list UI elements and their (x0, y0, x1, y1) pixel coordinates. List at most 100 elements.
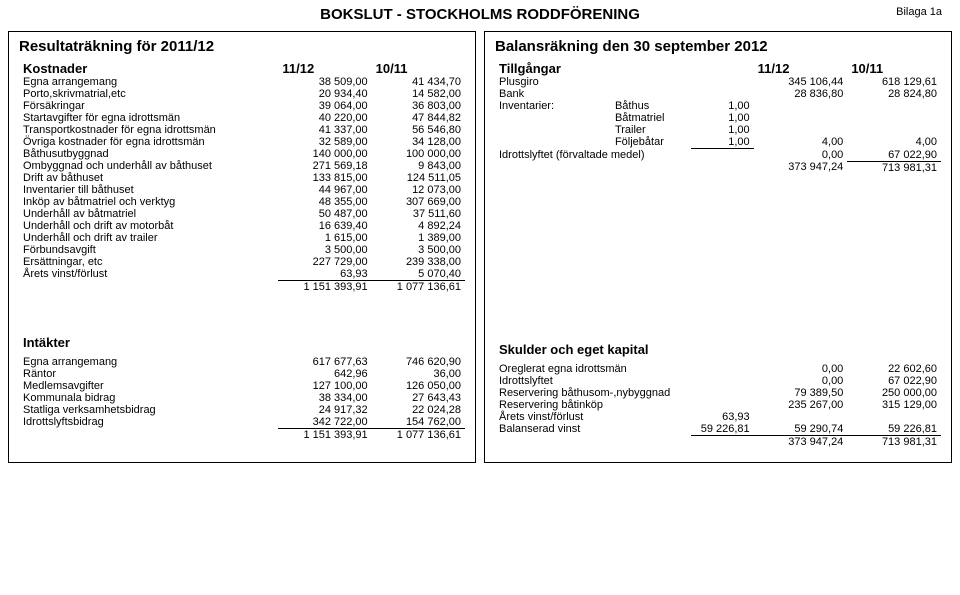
row-label: Båthusutbyggnad (19, 148, 278, 160)
row-v2: 239 338,00 (372, 256, 465, 268)
page-title: BOKSLUT - STOCKHOLMS RODDFÖRENING (0, 0, 960, 23)
tillgangar-table: Tillgångar 11/12 10/11 Plusgiro345 106,4… (495, 61, 941, 448)
row-v2: 27 643,43 (372, 392, 465, 404)
tillgangar-total-row: 373 947,24 713 981,31 (495, 161, 941, 174)
arets-vinst-row: Årets vinst/förlust 63,93 (495, 411, 941, 423)
table-row: Övriga kostnader för egna idrottsmän32 5… (19, 136, 465, 148)
table-row: Följebåtar1,004,004,00 (495, 136, 941, 149)
table-row: Transportkostnader för egna idrottsmän41… (19, 124, 465, 136)
left-panel: Resultaträkning för 2011/12 Kostnader 11… (8, 31, 476, 463)
inventarier-v2 (847, 100, 941, 112)
table-row: Porto,skrivmatrial,etc20 934,4014 582,00 (19, 88, 465, 100)
row-v1: 3 500,00 (278, 244, 371, 256)
row-v2: 41 434,70 (372, 76, 465, 88)
row-v2: 36,00 (372, 368, 465, 380)
row-label: Bank (495, 88, 754, 100)
row-v2: 746 620,90 (372, 356, 465, 368)
row-label: Idrottslyftsbidrag (19, 416, 278, 429)
kostnader-total-2: 1 077 136,61 (372, 281, 465, 294)
row-label: Kommunala bidrag (19, 392, 278, 404)
intakter-total-row: 1 151 393,91 1 077 136,61 (19, 429, 465, 442)
bilaga-label: Bilaga 1a (896, 6, 942, 18)
row-v1: 40 220,00 (278, 112, 371, 124)
tillgangar-header: Tillgångar (495, 61, 754, 76)
tillgangar-total-2: 713 981,31 (847, 161, 941, 174)
kostnader-total-1: 1 151 393,91 (278, 281, 371, 294)
row-v2: 307 669,00 (372, 196, 465, 208)
main-columns: Resultaträkning för 2011/12 Kostnader 11… (0, 23, 960, 463)
inventarier-prefix: Inventarier: (495, 100, 611, 112)
table-row: Inventarier till båthuset44 967,0012 073… (19, 184, 465, 196)
row-v1: 16 639,40 (278, 220, 371, 232)
table-row: Bank28 836,8028 824,80 (495, 88, 941, 100)
row-v1: 0,00 (754, 363, 848, 375)
skulder-total-row: 373 947,24 713 981,31 (495, 435, 941, 448)
row-v1: 48 355,00 (278, 196, 371, 208)
table-row: Underhåll av båtmatriel50 487,0037 511,6… (19, 208, 465, 220)
row-v2: 126 050,00 (372, 380, 465, 392)
row-label: Porto,skrivmatrial,etc (19, 88, 278, 100)
row-v2: 9 843,00 (372, 160, 465, 172)
inventarier-prefix (495, 136, 611, 149)
row-label: Medlemsavgifter (19, 380, 278, 392)
idrottslyftet-row: Idrottslyftet (förvaltade medel) 0,00 67… (495, 149, 941, 162)
row-v2: 22 024,28 (372, 404, 465, 416)
row-label: Försäkringar (19, 100, 278, 112)
row-v1: 227 729,00 (278, 256, 371, 268)
row-v2: 47 844,82 (372, 112, 465, 124)
row-label: Reservering båtinköp (495, 399, 754, 411)
row-v1: 617 677,63 (278, 356, 371, 368)
row-label: Startavgifter för egna idrottsmän (19, 112, 278, 124)
kostnader-total-row: 1 151 393,91 1 077 136,61 (19, 281, 465, 294)
balanserad-label: Balanserad vinst (495, 423, 691, 436)
row-v2: 315 129,00 (847, 399, 941, 411)
table-row: Plusgiro345 106,44618 129,61 (495, 76, 941, 88)
inventarier-v2: 4,00 (847, 136, 941, 149)
inventarier-v2 (847, 112, 941, 124)
inventarier-v1: 4,00 (754, 136, 848, 149)
row-label: Idrottslyftet (495, 375, 754, 387)
table-row: Förbundsavgift3 500,003 500,00 (19, 244, 465, 256)
kostnader-header: Kostnader (19, 61, 278, 76)
row-v2: 4 892,24 (372, 220, 465, 232)
inventarier-qty: 1,00 (691, 100, 753, 112)
balanserad-row: Balanserad vinst 59 226,81 59 290,74 59 … (495, 423, 941, 436)
row-v2: 56 546,80 (372, 124, 465, 136)
arets-vinst-label: Årets vinst/förlust (495, 411, 691, 423)
table-row: Kommunala bidrag38 334,0027 643,43 (19, 392, 465, 404)
row-v2: 5 070,40 (372, 268, 465, 281)
intakter-header: Intäkter (19, 335, 278, 350)
tillgangar-total-1: 373 947,24 (754, 161, 848, 174)
row-label: Underhåll och drift av motorbåt (19, 220, 278, 232)
table-row: Inventarier:Båthus1,00 (495, 100, 941, 112)
row-label: Underhåll och drift av trailer (19, 232, 278, 244)
intakter-total-2: 1 077 136,61 (372, 429, 465, 442)
table-row: Statliga verksamhetsbidrag24 917,3222 02… (19, 404, 465, 416)
col-header-1112: 11/12 (278, 61, 371, 76)
row-v2: 14 582,00 (372, 88, 465, 100)
row-v2: 36 803,00 (372, 100, 465, 112)
idrottslyftet-v1: 0,00 (754, 149, 848, 162)
row-label: Plusgiro (495, 76, 754, 88)
row-label: Övriga kostnader för egna idrottsmän (19, 136, 278, 148)
balanserad-mid: 59 226,81 (691, 423, 753, 436)
table-row: Drift av båthuset133 815,00124 511,05 (19, 172, 465, 184)
row-v1: 0,00 (754, 375, 848, 387)
table-row: Egna arrangemang38 509,0041 434,70 (19, 76, 465, 88)
row-v1: 28 836,80 (754, 88, 848, 100)
row-v2: 37 511,60 (372, 208, 465, 220)
row-v1: 271 569,18 (278, 160, 371, 172)
row-v1: 32 589,00 (278, 136, 371, 148)
row-v1: 140 000,00 (278, 148, 371, 160)
row-v1: 345 106,44 (754, 76, 848, 88)
table-row: Försäkringar39 064,0036 803,00 (19, 100, 465, 112)
row-v1: 133 815,00 (278, 172, 371, 184)
row-v2: 22 602,60 (847, 363, 941, 375)
row-v1: 63,93 (278, 268, 371, 281)
col-header-1112-r: 11/12 (754, 61, 848, 76)
row-v2: 34 128,00 (372, 136, 465, 148)
row-label: Reservering båthusom-,nybyggnad (495, 387, 754, 399)
row-label: Underhåll av båtmatriel (19, 208, 278, 220)
table-row: Underhåll och drift av motorbåt16 639,40… (19, 220, 465, 232)
balanserad-v2: 59 226,81 (847, 423, 941, 436)
